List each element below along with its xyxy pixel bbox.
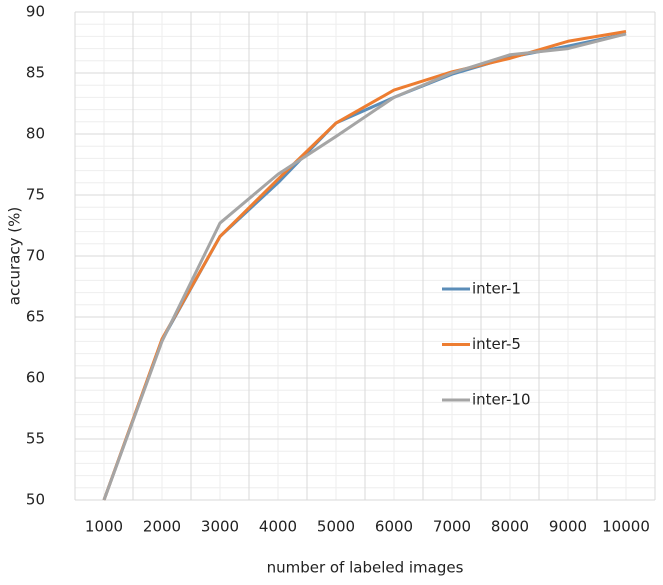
legend-label: inter-10: [472, 391, 531, 409]
y-tick-label: 50: [26, 491, 45, 509]
y-tick-label: 90: [26, 3, 45, 21]
x-axis-title: number of labeled images: [267, 559, 464, 577]
x-tick-label: 10000: [602, 518, 650, 536]
line-series: [102, 32, 627, 501]
y-tick-label: 55: [26, 430, 45, 448]
x-tick-label: 3000: [201, 518, 239, 536]
line-series: [102, 30, 627, 501]
y-tick-label: 85: [26, 64, 45, 82]
y-tick-label: 80: [26, 125, 45, 143]
x-tick-label: 2000: [143, 518, 181, 536]
y-tick-label: 60: [26, 369, 45, 387]
y-tick-label: 70: [26, 247, 45, 265]
x-tick-label: 6000: [375, 518, 413, 536]
y-tick-label: 65: [26, 308, 45, 326]
x-tick-label: 5000: [317, 518, 355, 536]
x-tick-label: 8000: [491, 518, 529, 536]
legend-label: inter-5: [472, 335, 521, 353]
x-tick-label: 4000: [259, 518, 297, 536]
legend-label: inter-1: [472, 280, 521, 298]
y-axis-title: accuracy (%): [6, 207, 24, 305]
x-tick-label: 1000: [85, 518, 123, 536]
x-tick-label: 9000: [549, 518, 587, 536]
x-tick-label: 7000: [433, 518, 471, 536]
y-tick-label: 75: [26, 186, 45, 204]
